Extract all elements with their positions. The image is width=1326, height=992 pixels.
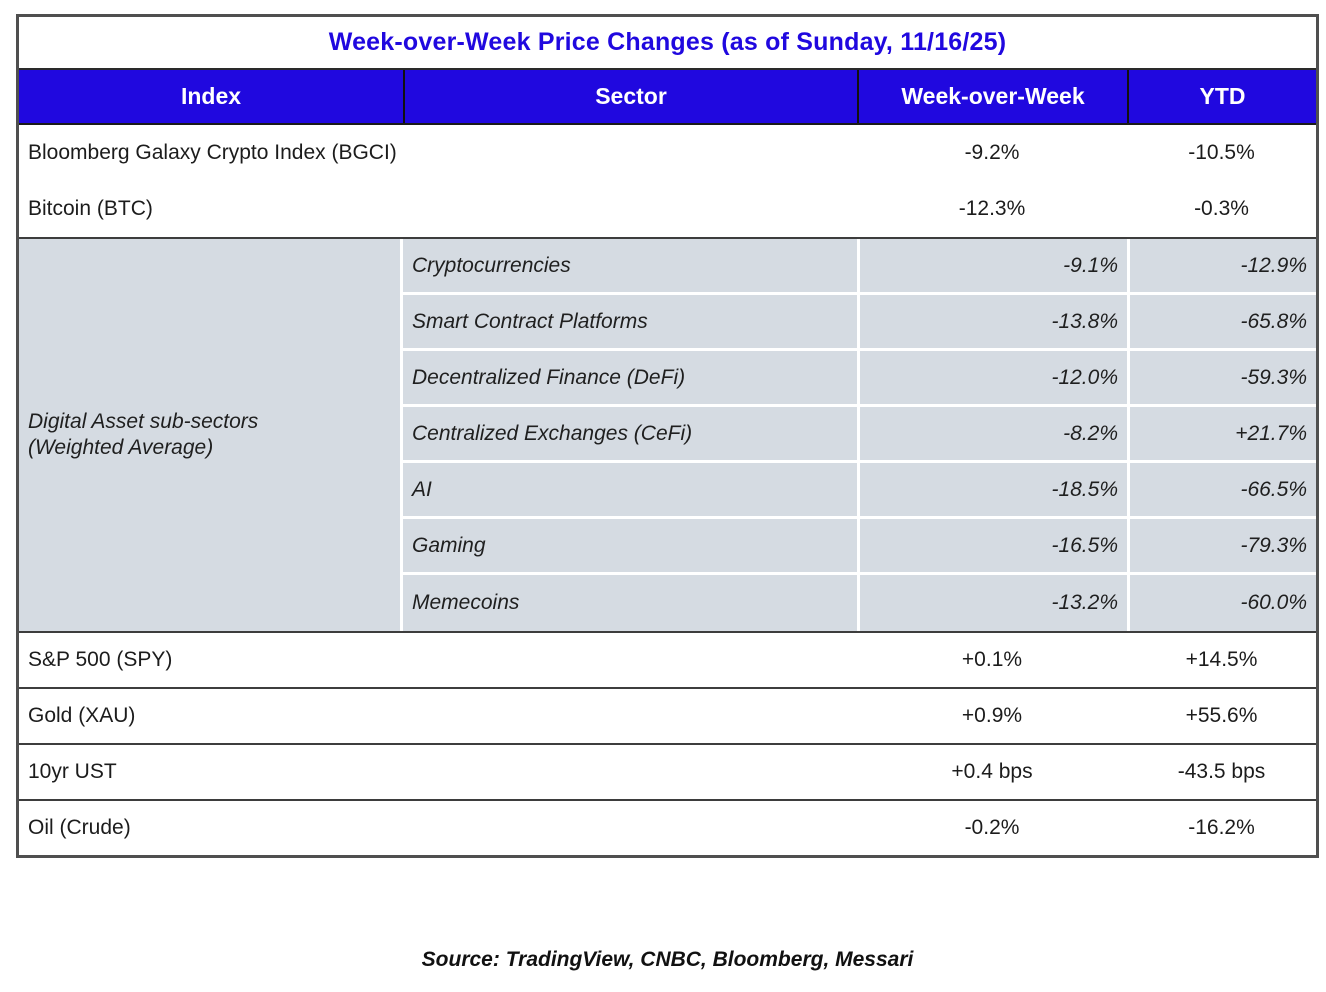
price-changes-table: Week-over-Week Price Changes (as of Sund… <box>16 14 1319 858</box>
subsector-name: Cryptocurrencies <box>403 239 857 295</box>
column-header-week-over-week: Week-over-Week <box>857 70 1127 123</box>
wow-value: -0.2% <box>964 816 1020 839</box>
column-header-index: Index <box>180 83 242 109</box>
wow-value: +0.4 bps <box>951 760 1033 783</box>
wow-value: -13.2% <box>857 575 1127 631</box>
row-label: Oil (Crude) <box>28 816 131 839</box>
ytd-value: -12.9% <box>1127 239 1316 295</box>
ytd-value: -66.5% <box>1127 463 1316 519</box>
top-index-section: Bloomberg Galaxy Crypto Index (BGCI) -9.… <box>19 125 1316 239</box>
row-label: Gold (XAU) <box>28 704 136 727</box>
subsector-name: Smart Contract Platforms <box>403 295 857 351</box>
subsector-name: Centralized Exchanges (CeFi) <box>403 407 857 463</box>
ytd-value: -10.5% <box>1188 141 1255 164</box>
subsector-group-label-line1: Digital Asset sub-sectors <box>28 409 259 433</box>
ytd-value: -60.0% <box>1127 575 1316 631</box>
ytd-value: +21.7% <box>1127 407 1316 463</box>
ytd-value: -59.3% <box>1127 351 1316 407</box>
ytd-value: +14.5% <box>1185 648 1258 671</box>
table-row-10yr-ust: 10yr UST +0.4 bps -43.5 bps <box>19 743 1316 799</box>
table-row-bitcoin: Bitcoin (BTC) -12.3% -0.3% <box>19 181 1316 237</box>
subsector-group-label: Digital Asset sub-sectors (Weighted Aver… <box>19 239 403 631</box>
subsector-name: Gaming <box>403 519 857 575</box>
digital-asset-subsector-block: Digital Asset sub-sectors (Weighted Aver… <box>19 239 1316 631</box>
subsector-group-label-line2: (Weighted Average) <box>28 436 214 459</box>
wow-value: +0.9% <box>961 704 1023 727</box>
ytd-value: +55.6% <box>1185 704 1258 727</box>
table-row-oil: Oil (Crude) -0.2% -16.2% <box>19 799 1316 855</box>
wow-value: -12.0% <box>857 351 1127 407</box>
wow-value: -9.1% <box>857 239 1127 295</box>
macro-assets-section: S&P 500 (SPY) +0.1% +14.5% Gold (XAU) +0… <box>19 631 1316 855</box>
subsector-name: Decentralized Finance (DeFi) <box>403 351 857 407</box>
ytd-value: -16.2% <box>1188 816 1255 839</box>
table-row-gold: Gold (XAU) +0.9% +55.6% <box>19 687 1316 743</box>
wow-value: -9.2% <box>964 141 1020 164</box>
source-note: Source: TradingView, CNBC, Bloomberg, Me… <box>421 948 914 971</box>
column-header-ytd: YTD <box>1127 70 1316 123</box>
wow-value: -18.5% <box>857 463 1127 519</box>
row-label: Bitcoin (BTC) <box>28 197 153 220</box>
table-title-bar: Week-over-Week Price Changes (as of Sund… <box>19 17 1316 70</box>
table-row-sp500: S&P 500 (SPY) +0.1% +14.5% <box>19 631 1316 687</box>
row-label: S&P 500 (SPY) <box>28 648 173 671</box>
ytd-value: -0.3% <box>1194 197 1249 220</box>
ytd-value: -43.5 bps <box>1177 760 1266 783</box>
column-header-sector: Sector <box>403 70 857 123</box>
wow-value: +0.1% <box>961 648 1023 671</box>
table-row-bgci: Bloomberg Galaxy Crypto Index (BGCI) -9.… <box>19 125 1316 181</box>
wow-value: -8.2% <box>857 407 1127 463</box>
ytd-value: -65.8% <box>1127 295 1316 351</box>
wow-value: -13.8% <box>857 295 1127 351</box>
row-label: 10yr UST <box>28 760 117 783</box>
subsector-name: Memecoins <box>412 591 520 614</box>
subsector-name: AI <box>403 463 857 519</box>
wow-value: -12.3% <box>958 197 1026 220</box>
table-title: Week-over-Week Price Changes (as of Sund… <box>328 28 1007 56</box>
ytd-value: -79.3% <box>1127 519 1316 575</box>
wow-value: -16.5% <box>857 519 1127 575</box>
table-column-header: Index Sector Week-over-Week YTD <box>19 70 1316 125</box>
row-label: Bloomberg Galaxy Crypto Index (BGCI) <box>28 141 397 164</box>
